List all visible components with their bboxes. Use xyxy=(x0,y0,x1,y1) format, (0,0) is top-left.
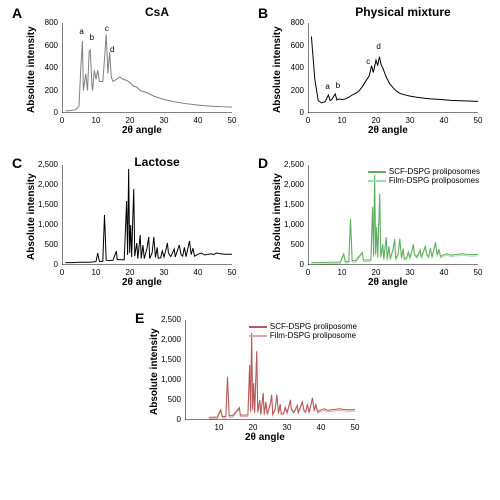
peak-label: c xyxy=(366,57,370,66)
x-tick: 30 xyxy=(279,423,295,432)
x-tick: 40 xyxy=(190,268,206,277)
x-tick: 0 xyxy=(54,268,70,277)
peak-label: b xyxy=(336,81,340,90)
x-tick: 20 xyxy=(245,423,261,432)
peak-label: a xyxy=(79,27,83,36)
x-tick: 30 xyxy=(156,116,172,125)
legend: SCF-DSPG proliposomesFilm-DSPG proliposo… xyxy=(368,167,480,185)
peak-label: d xyxy=(376,42,380,51)
legend-swatch xyxy=(249,326,267,328)
x-tick: 50 xyxy=(470,268,486,277)
figure-canvas: ACsAabcd010203040500200400600800Absolute… xyxy=(0,0,500,500)
peak-label: b xyxy=(90,33,94,42)
y-tick: 2,500 xyxy=(276,160,304,169)
legend-item: Film-DSPG proliposomes xyxy=(368,176,480,185)
legend-item: Film-DSPG proliposome xyxy=(249,331,357,340)
panel-title: Physical mixture xyxy=(353,5,453,19)
panel-letter: B xyxy=(258,5,268,21)
xrd-plot xyxy=(62,23,232,113)
x-axis-label: 2θ angle xyxy=(368,277,408,288)
legend: SCF-DSPG proliposomeFilm-DSPG proliposom… xyxy=(249,322,357,340)
y-tick: 0 xyxy=(30,260,58,269)
panel-title: CsA xyxy=(107,5,207,19)
x-tick: 40 xyxy=(190,116,206,125)
x-tick: 50 xyxy=(224,268,240,277)
y-tick: 0 xyxy=(276,260,304,269)
x-tick: 10 xyxy=(88,268,104,277)
y-axis-label: Absolute intensity xyxy=(149,328,160,415)
panel-E: E102030405005001,0001,5002,0002,500Absol… xyxy=(135,310,363,445)
y-tick: 0 xyxy=(153,415,181,424)
x-axis-label: 2θ angle xyxy=(122,277,162,288)
panel-B: BPhysical mixtureabcd0102030405002004006… xyxy=(258,5,486,135)
x-tick: 30 xyxy=(402,268,418,277)
x-tick: 30 xyxy=(402,116,418,125)
y-axis-label: Absolute intensity xyxy=(26,173,37,260)
y-axis-label: Absolute intensity xyxy=(272,26,283,113)
x-tick: 30 xyxy=(156,268,172,277)
x-tick: 10 xyxy=(211,423,227,432)
legend-item: SCF-DSPG proliposome xyxy=(249,322,357,331)
y-axis-label: Absolute intensity xyxy=(272,173,283,260)
x-tick: 0 xyxy=(300,116,316,125)
y-axis-label: Absolute intensity xyxy=(26,26,37,113)
x-tick: 10 xyxy=(334,268,350,277)
x-tick: 40 xyxy=(436,268,452,277)
panel-C: CLactose0102030405005001,0001,5002,0002,… xyxy=(12,155,240,290)
legend-label: SCF-DSPG proliposome xyxy=(270,322,357,331)
legend-swatch xyxy=(368,180,386,182)
x-tick: 50 xyxy=(224,116,240,125)
legend-label: Film-DSPG proliposome xyxy=(270,331,356,340)
xrd-plot xyxy=(308,23,478,113)
panel-A: ACsAabcd010203040500200400600800Absolute… xyxy=(12,5,240,135)
x-tick: 50 xyxy=(470,116,486,125)
x-axis-label: 2θ angle xyxy=(122,125,162,136)
xrd-plot xyxy=(62,165,232,265)
x-axis-label: 2θ angle xyxy=(368,125,408,136)
legend-item: SCF-DSPG proliposomes xyxy=(368,167,480,176)
x-tick: 40 xyxy=(436,116,452,125)
x-tick: 20 xyxy=(122,268,138,277)
x-tick: 40 xyxy=(313,423,329,432)
x-tick: 20 xyxy=(122,116,138,125)
legend-label: SCF-DSPG proliposomes xyxy=(389,167,480,176)
x-tick: 0 xyxy=(54,116,70,125)
panel-letter: A xyxy=(12,5,22,21)
legend-swatch xyxy=(249,335,267,337)
legend-label: Film-DSPG proliposomes xyxy=(389,176,479,185)
x-tick: 50 xyxy=(347,423,363,432)
y-tick: 2,500 xyxy=(153,315,181,324)
x-axis-label: 2θ angle xyxy=(245,432,285,443)
legend-swatch xyxy=(368,171,386,173)
x-tick: 20 xyxy=(368,116,384,125)
x-tick: 10 xyxy=(334,116,350,125)
peak-label: a xyxy=(325,82,329,91)
peak-label: c xyxy=(105,24,109,33)
panel-letter: D xyxy=(258,155,268,171)
panel-letter: C xyxy=(12,155,22,171)
x-tick: 0 xyxy=(300,268,316,277)
panel-letter: E xyxy=(135,310,144,326)
peak-label: d xyxy=(110,45,114,54)
x-tick: 20 xyxy=(368,268,384,277)
y-tick: 2,500 xyxy=(30,160,58,169)
panel-D: D0102030405005001,0001,5002,0002,500Abso… xyxy=(258,155,486,290)
x-tick: 10 xyxy=(88,116,104,125)
